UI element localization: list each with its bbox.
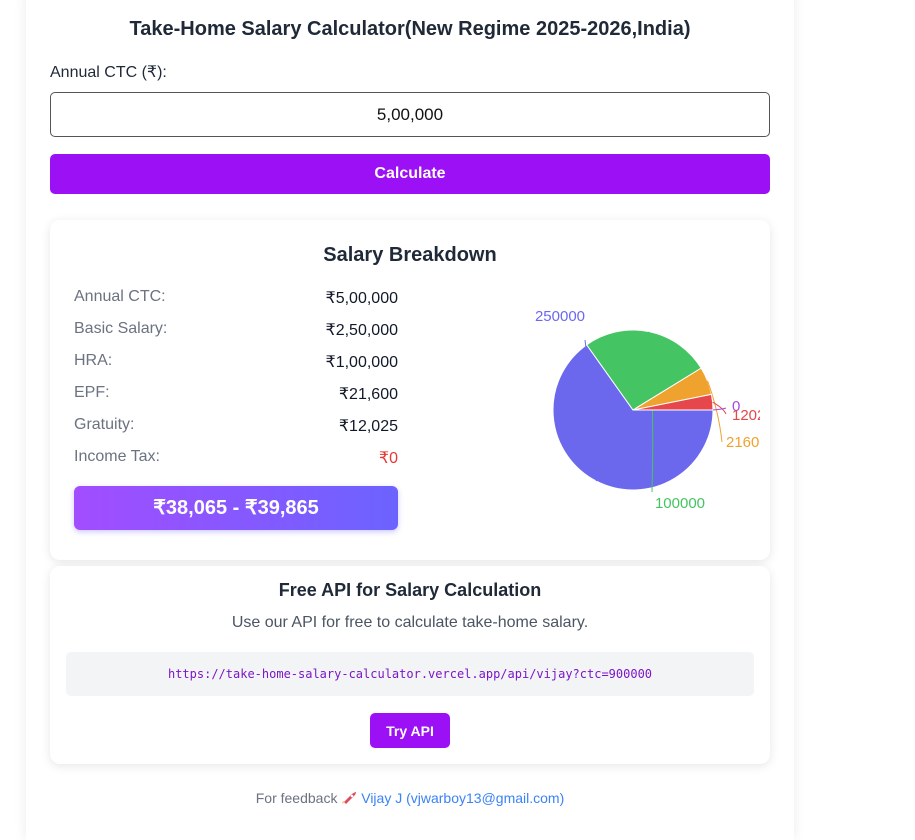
breakdown-row-hra: HRA: ₹1,00,000 — [74, 352, 398, 374]
ctc-input[interactable] — [50, 92, 770, 137]
api-card: Free API for Salary Calculation Use our … — [50, 566, 770, 764]
breakdown-title: Salary Breakdown — [323, 244, 497, 266]
row-value: ₹12,025 — [338, 418, 398, 435]
pie-leader-line — [707, 380, 723, 443]
api-title: Free API for Salary Calculation — [278, 580, 542, 600]
pie-label: 100000 — [655, 495, 705, 512]
try-api-button[interactable]: Try API — [370, 713, 450, 748]
breakdown-row-annual-ctc: Annual CTC: ₹5,00,000 — [74, 288, 398, 310]
page-title: Take-Home Salary Calculator(New Regime 2… — [129, 18, 691, 40]
breakdown-row-epf: EPF: ₹21,600 — [74, 384, 398, 406]
pie-label: 250000 — [535, 308, 585, 325]
rocket-icon — [341, 790, 361, 806]
row-value: ₹1,00,000 — [325, 354, 398, 371]
breakdown-row-gratuity: Gratuity: ₹12,025 — [74, 416, 398, 438]
salary-breakdown-card: Salary Breakdown Annual CTC: ₹5,00,000 B… — [50, 220, 770, 560]
row-label: Income Tax: — [74, 448, 160, 465]
pie-label: 0 — [732, 398, 740, 415]
row-label: EPF: — [74, 384, 110, 401]
footer-text: For feedback — [255, 790, 338, 806]
breakdown-row-income-tax: Income Tax: ₹0 — [74, 448, 398, 470]
row-label: Basic Salary: — [74, 320, 168, 337]
ctc-label: Annual CTC (₹): — [50, 64, 167, 81]
pie-label: 12025 — [732, 407, 760, 424]
api-url-box: https://take-home-salary-calculator.verc… — [66, 652, 754, 696]
row-value: ₹5,00,000 — [325, 290, 398, 307]
row-label: HRA: — [74, 352, 113, 369]
salary-pie-chart: 250000 100000 21600 120250 — [535, 308, 760, 512]
breakdown-row-basic-salary: Basic Salary: ₹2,50,000 — [74, 320, 398, 342]
api-url: https://take-home-salary-calculator.verc… — [167, 667, 653, 681]
row-label: Annual CTC: — [74, 288, 166, 305]
feedback-link[interactable]: Vijay J (vjwarboy13@gmail.com) — [361, 790, 565, 806]
pie-label: 21600 — [726, 434, 760, 451]
calculate-button[interactable]: Calculate — [50, 154, 770, 194]
pie-leader-line — [584, 339, 597, 482]
row-label: Gratuity: — [74, 416, 135, 433]
pie-leader-line — [712, 401, 727, 415]
take-home-range: ₹38,065 - ₹39,865 — [74, 486, 398, 530]
pie-slice[interactable] — [585, 329, 702, 411]
api-description: Use our API for free to calculate take-h… — [231, 614, 589, 631]
footer: For feedback Vijay J (vjwarboy13@gmail.c… — [26, 790, 794, 806]
pie-leader-line — [712, 407, 727, 411]
row-value: ₹2,50,000 — [325, 322, 398, 339]
row-value: ₹21,600 — [338, 386, 398, 403]
row-value: ₹0 — [378, 450, 398, 467]
pie-leader-line — [648, 331, 654, 493]
